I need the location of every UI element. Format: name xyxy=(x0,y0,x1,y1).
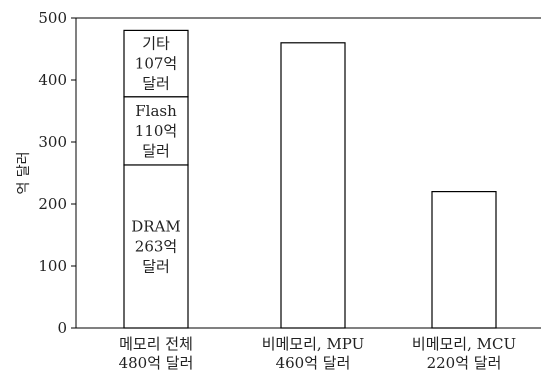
x-category-label: 메모리 전체 xyxy=(119,335,193,353)
bar-segment-0-2 xyxy=(123,29,189,98)
segment-label: DRAM xyxy=(131,217,181,235)
y-tick-label: 500 xyxy=(38,9,67,27)
x-category-label: 비메모리, MCU xyxy=(412,335,516,353)
y-tick-label: 0 xyxy=(57,319,67,337)
y-axis-label: 억 달러 xyxy=(16,151,32,194)
segment-label: 달러 xyxy=(142,75,170,93)
x-category-label: 480억 달러 xyxy=(119,354,194,372)
segment-label: 263억 xyxy=(135,237,177,255)
segment-label: Flash xyxy=(135,102,177,120)
y-tick-label: 200 xyxy=(38,195,67,213)
bar-segment-0-0 xyxy=(123,164,189,329)
y-tick-label: 300 xyxy=(38,133,67,151)
bar-segment-1-0 xyxy=(280,42,346,329)
segment-label: 기타 xyxy=(142,35,170,53)
y-tick-label: 400 xyxy=(38,71,67,89)
segment-label: 107억 xyxy=(135,55,177,73)
x-category-label: 460억 달러 xyxy=(276,354,351,372)
x-category-label: 비메모리, MPU xyxy=(262,335,365,353)
y-tick-label: 100 xyxy=(38,257,67,275)
x-category-label: 220억 달러 xyxy=(427,354,502,372)
bar-segment-2-0 xyxy=(431,191,497,329)
segment-label: 달러 xyxy=(142,257,170,275)
y-ticks: 0 100 200 300 400 500 xyxy=(38,9,76,337)
bar-segment-0-1 xyxy=(123,96,189,166)
segment-label: 110억 xyxy=(135,122,177,140)
segment-label: 달러 xyxy=(142,142,170,160)
